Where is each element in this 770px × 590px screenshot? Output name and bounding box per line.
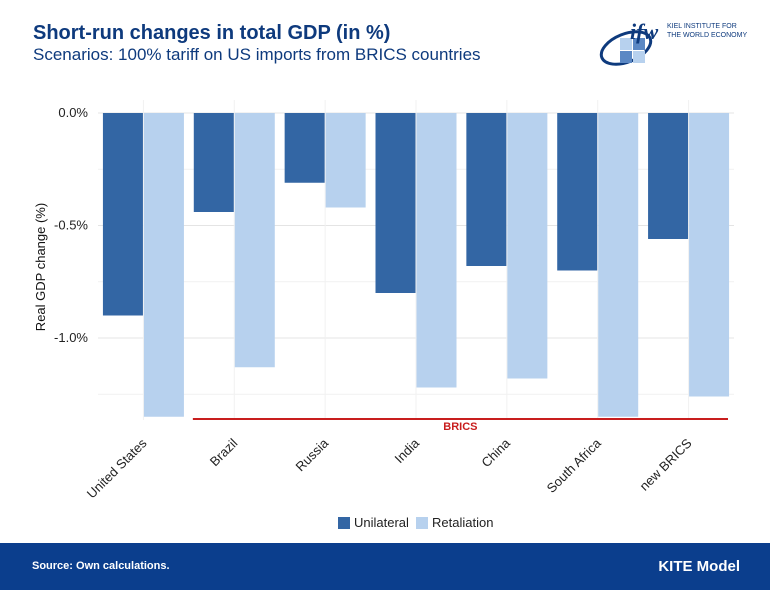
y-axis: 0.0% -0.5% -1.0% [54,105,88,345]
footer-bar: Source: Own calculations. KITE Model [0,543,770,590]
x-tick-label: South Africa [544,435,605,496]
x-tick-label: Brazil [207,435,241,469]
x-axis: United States Brazil Russia India China South… [84,435,695,501]
legend-label-unilateral: Unilateral [354,515,409,530]
bar-unilateral-india [375,113,416,293]
source-note: Source: Own calculations. [32,560,170,572]
legend-swatch-retaliation [416,517,428,529]
bar-retaliation-russia [325,113,366,208]
chart-title: Short-run changes in total GDP (in %) [33,22,391,44]
logo-line1: KIEL INSTITUTE FOR [667,23,737,30]
logo-mark: ifw [630,19,658,44]
x-tick-label: India [392,435,423,466]
brics-label: BRICS [443,421,477,433]
bar-retaliation-brazil [234,113,275,368]
bar-retaliation-south-africa [598,113,639,417]
y-tick-label: -0.5% [54,218,88,233]
bar-retaliation-china [507,113,548,379]
y-axis-label: Real GDP change (%) [33,203,48,331]
legend-label-retaliation: Retaliation [432,515,494,530]
globe-icon [599,30,653,66]
bar-unilateral-china [466,113,507,266]
x-tick-label: China [478,435,513,470]
y-tick-label: 0.0% [58,105,88,120]
legend-swatch-unilateral [338,517,350,529]
bar-unilateral-russia [284,113,325,183]
x-tick-label: Russia [293,435,332,474]
brics-annotation: BRICS [192,418,728,433]
x-tick-label: United States [84,435,150,501]
bar-unilateral-brazil [193,113,234,212]
bar-chart: 0.0% -0.5% -1.0% United States Brazil Russia… [33,100,734,501]
bar-unilateral-south-africa [557,113,598,271]
bar-retaliation-india [416,113,457,388]
bar-unilateral-united-states [102,113,143,316]
bar-retaliation-new-brics [689,113,730,397]
x-tick-label: new BRICS [637,435,695,493]
ifw-logo: ifw KIEL INSTITUTE FOR THE WORLD ECONOMY [599,19,747,66]
model-label: KITE Model [658,558,740,575]
bar-unilateral-new-brics [648,113,689,239]
logo-line2: THE WORLD ECONOMY [667,32,747,39]
bars [102,113,730,417]
grid-lines [98,100,734,420]
bar-retaliation-united-states [143,113,184,417]
y-tick-label: -1.0% [54,330,88,345]
chart-subtitle: Scenarios: 100% tariff on US imports fro… [33,45,481,64]
